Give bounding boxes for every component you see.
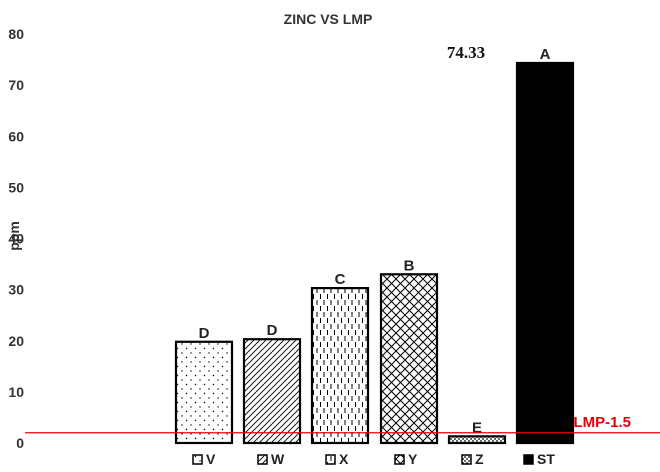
legend-label: Z — [475, 451, 484, 467]
legend-swatch-st — [523, 454, 534, 465]
group-letter-label: A — [540, 46, 551, 63]
group-letter-label: D — [267, 322, 278, 339]
bar-z — [447, 435, 507, 445]
y-tick-label: 80 — [8, 26, 24, 42]
chart-title: ZINC VS LMP — [284, 11, 373, 27]
legend-label: Y — [408, 451, 418, 467]
legend-label: ST — [537, 451, 555, 467]
group-letter-label: C — [335, 271, 346, 288]
legend-swatch-v — [192, 454, 203, 465]
legend-swatch-z — [461, 454, 472, 465]
group-letter-label: B — [404, 257, 415, 274]
y-tick-label: 10 — [8, 384, 24, 400]
legend-swatch-w — [257, 454, 268, 465]
y-tick-label: 40 — [8, 231, 24, 247]
lmp-label: LMP-1.5 — [573, 414, 631, 431]
y-axis-ticks: 0 10 20 30 40 50 60 70 80 — [8, 26, 24, 451]
y-tick-label: 30 — [8, 282, 24, 298]
bars-group — [174, 61, 575, 445]
y-tick-label: 60 — [8, 128, 24, 144]
legend-label: W — [271, 451, 285, 467]
y-tick-label: 0 — [16, 435, 24, 451]
bar-w — [242, 338, 302, 445]
bar-y — [379, 273, 439, 445]
y-tick-label: 70 — [8, 77, 24, 93]
y-tick-label: 20 — [8, 333, 24, 349]
group-letter-label: E — [472, 419, 482, 436]
y-axis-label: ppm — [6, 221, 22, 251]
bar-st — [515, 61, 575, 445]
legend-swatch-x — [325, 454, 336, 465]
value-annotation: 74.33 — [447, 43, 485, 62]
legend-label: V — [206, 451, 216, 467]
legend-swatch-y — [394, 454, 405, 465]
y-tick-label: 50 — [8, 179, 24, 195]
group-letter-label: D — [199, 325, 210, 342]
bar-v — [174, 340, 234, 445]
bar-x — [310, 286, 370, 445]
group-letters: D D C B E A — [199, 46, 551, 436]
legend: V W X Y Z ST — [192, 451, 555, 467]
legend-label: X — [339, 451, 349, 467]
